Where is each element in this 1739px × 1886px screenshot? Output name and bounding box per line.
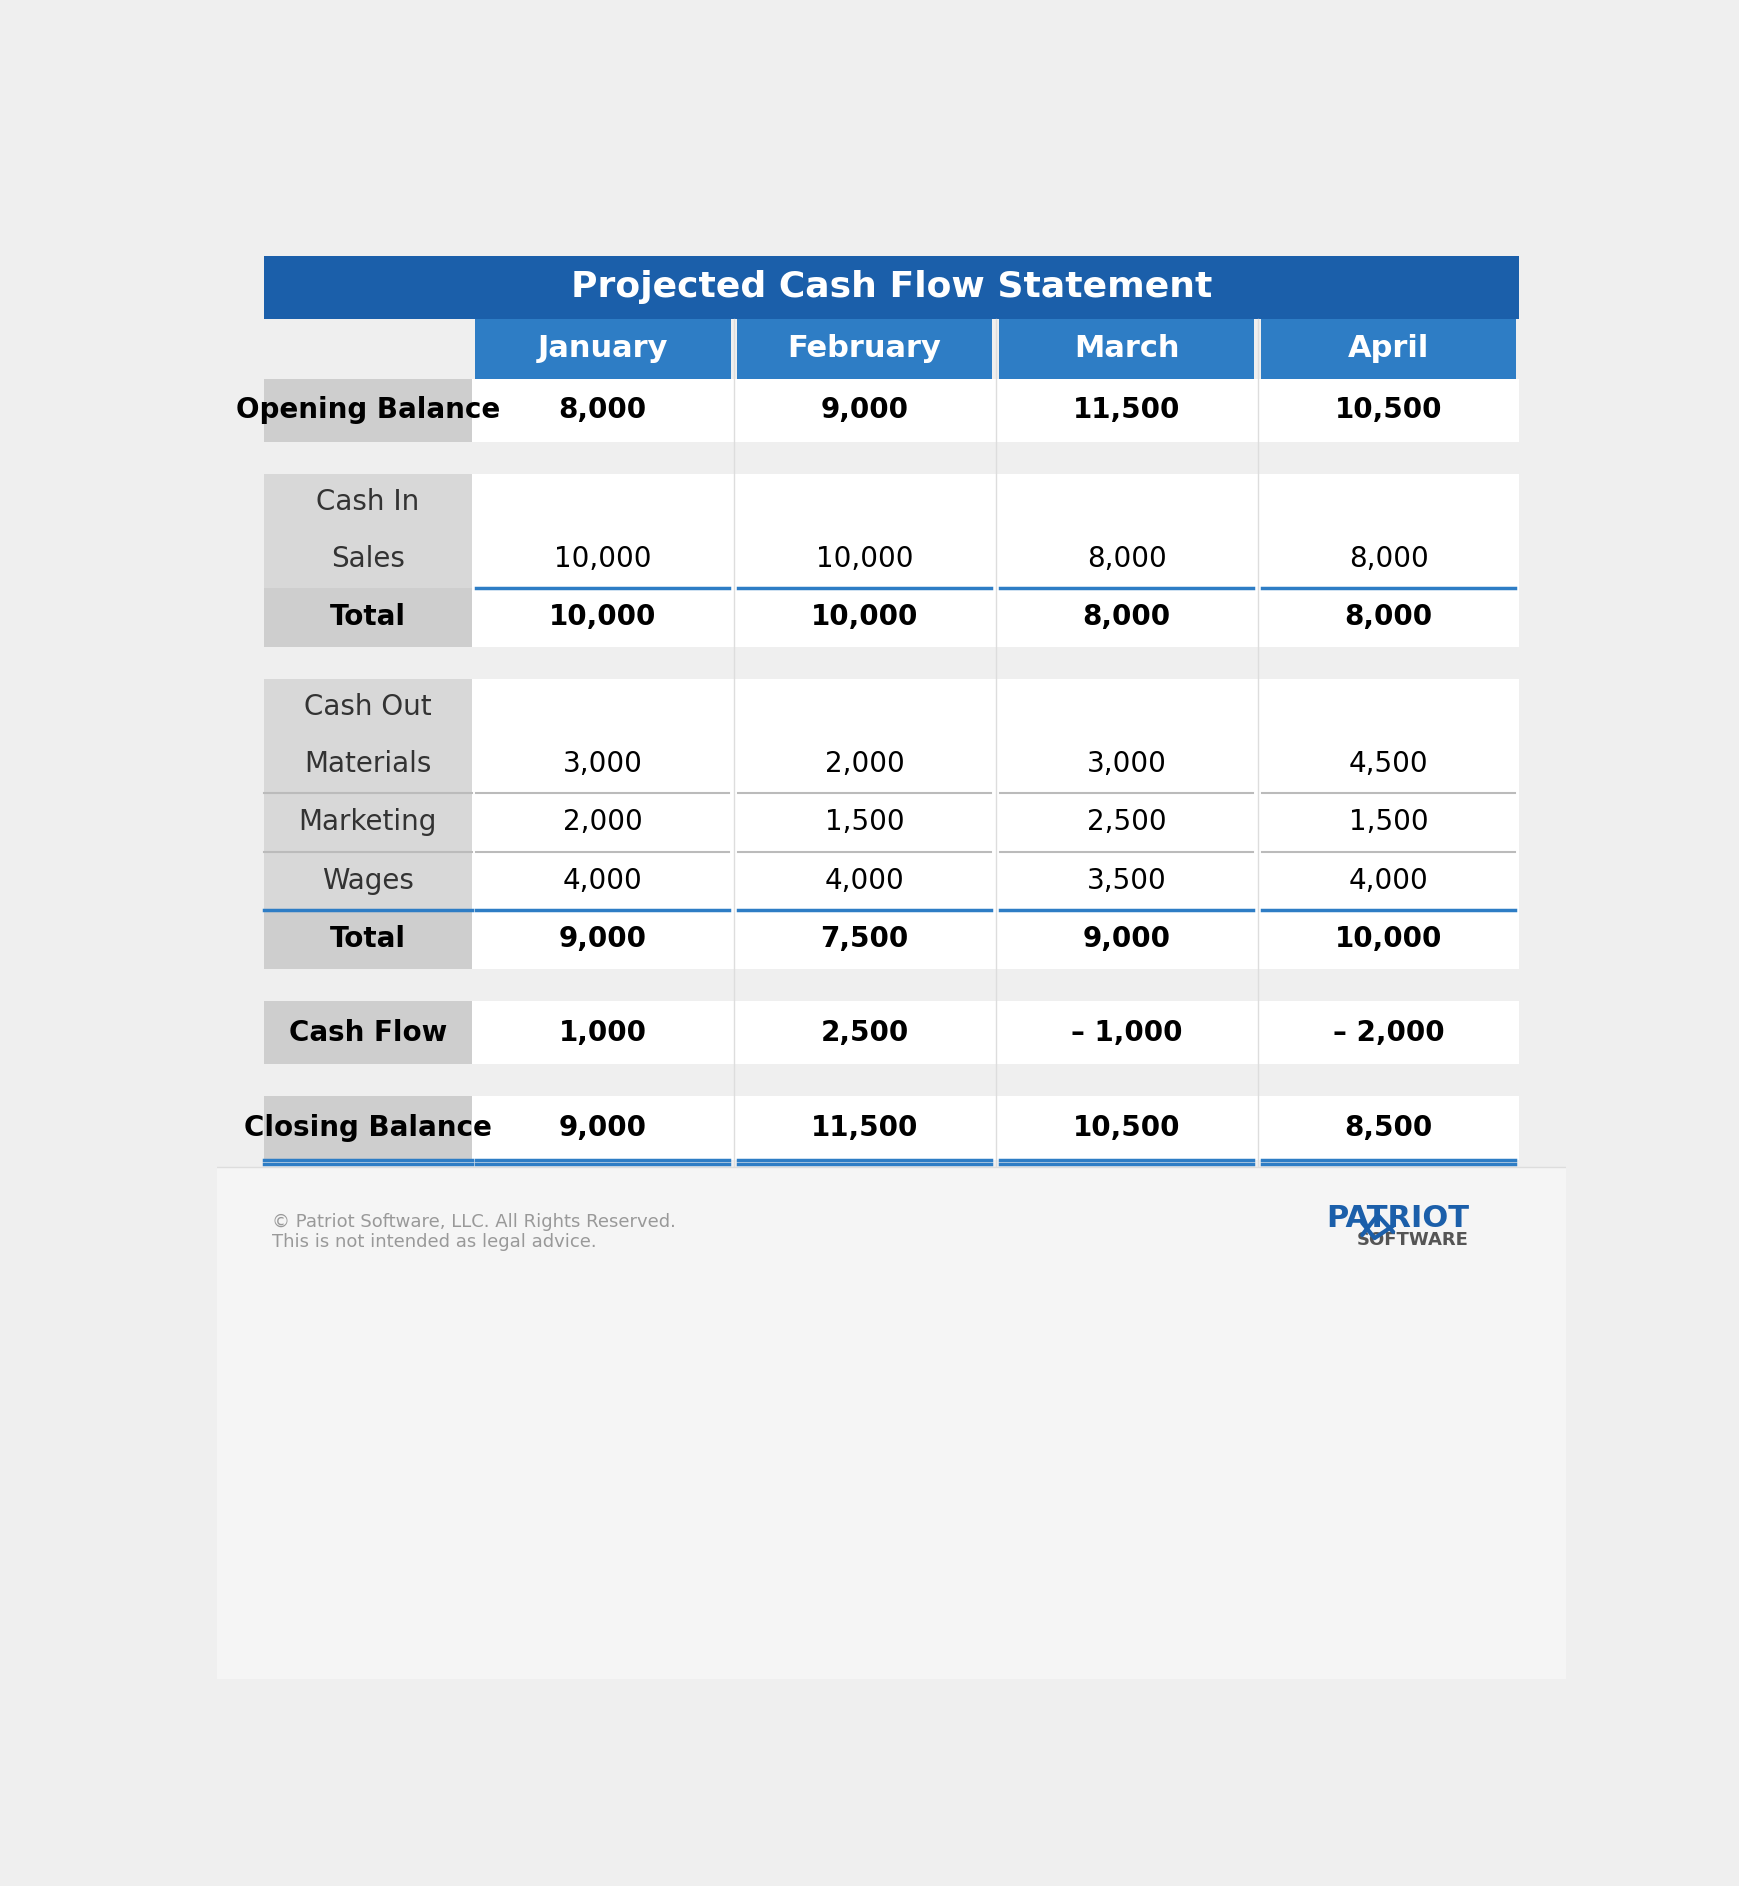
Text: – 1,000: – 1,000: [1069, 1018, 1181, 1047]
FancyBboxPatch shape: [264, 734, 471, 792]
Text: Marketing: Marketing: [299, 809, 436, 835]
FancyBboxPatch shape: [264, 441, 1518, 473]
Text: 9,000: 9,000: [821, 396, 908, 424]
FancyBboxPatch shape: [264, 969, 1518, 1001]
FancyBboxPatch shape: [264, 473, 471, 530]
Text: January: January: [537, 334, 668, 364]
FancyBboxPatch shape: [736, 319, 991, 379]
Text: 8,000: 8,000: [1082, 604, 1170, 632]
FancyBboxPatch shape: [264, 647, 1518, 679]
Text: – 2,000: – 2,000: [1332, 1018, 1443, 1047]
Text: 9,000: 9,000: [558, 1115, 647, 1143]
Text: 4,000: 4,000: [1348, 868, 1428, 894]
Text: 8,000: 8,000: [1087, 545, 1165, 573]
FancyBboxPatch shape: [264, 792, 471, 852]
FancyBboxPatch shape: [264, 588, 1518, 647]
Text: 4,000: 4,000: [824, 868, 904, 894]
FancyBboxPatch shape: [264, 530, 1518, 588]
FancyBboxPatch shape: [264, 379, 471, 441]
FancyBboxPatch shape: [264, 852, 471, 911]
Text: 3,000: 3,000: [1087, 751, 1165, 777]
Text: 4,000: 4,000: [562, 868, 642, 894]
FancyBboxPatch shape: [1261, 319, 1515, 379]
FancyBboxPatch shape: [264, 379, 1518, 441]
Text: Cash Flow: Cash Flow: [289, 1018, 447, 1047]
Text: 8,000: 8,000: [1344, 604, 1431, 632]
Text: 4,500: 4,500: [1348, 751, 1428, 777]
Text: 2,500: 2,500: [1087, 809, 1165, 835]
Text: Closing Balance: Closing Balance: [243, 1115, 492, 1143]
Text: Wages: Wages: [322, 868, 414, 894]
Text: Sales: Sales: [330, 545, 405, 573]
Text: Total: Total: [330, 926, 405, 952]
Text: 10,000: 10,000: [550, 604, 656, 632]
Text: PATRIOT: PATRIOT: [1325, 1203, 1468, 1233]
Text: This is not intended as legal advice.: This is not intended as legal advice.: [271, 1233, 596, 1252]
FancyBboxPatch shape: [264, 473, 1518, 530]
FancyBboxPatch shape: [264, 530, 471, 588]
Text: 9,000: 9,000: [1082, 926, 1170, 952]
Text: Cash Out: Cash Out: [304, 692, 431, 720]
Text: March: March: [1073, 334, 1179, 364]
Text: 1,000: 1,000: [558, 1018, 647, 1047]
Text: 1,500: 1,500: [824, 809, 904, 835]
Text: 11,500: 11,500: [810, 1115, 918, 1143]
FancyBboxPatch shape: [264, 679, 1518, 734]
FancyBboxPatch shape: [998, 319, 1254, 379]
Text: 8,000: 8,000: [558, 396, 647, 424]
Text: 3,500: 3,500: [1087, 868, 1165, 894]
FancyBboxPatch shape: [264, 256, 1518, 319]
Text: 10,000: 10,000: [553, 545, 650, 573]
FancyBboxPatch shape: [264, 588, 471, 647]
Text: 2,500: 2,500: [821, 1018, 908, 1047]
FancyBboxPatch shape: [264, 1064, 1518, 1096]
Text: Projected Cash Flow Statement: Projected Cash Flow Statement: [570, 270, 1212, 304]
Text: 2,000: 2,000: [562, 809, 642, 835]
Text: 3,000: 3,000: [562, 751, 642, 777]
FancyBboxPatch shape: [264, 679, 471, 734]
Text: 8,500: 8,500: [1344, 1115, 1431, 1143]
Text: SOFTWARE: SOFTWARE: [1356, 1232, 1468, 1249]
Text: 9,000: 9,000: [558, 926, 647, 952]
Text: Opening Balance: Opening Balance: [235, 396, 499, 424]
FancyBboxPatch shape: [264, 734, 1518, 792]
Text: 2,000: 2,000: [824, 751, 904, 777]
Text: Total: Total: [330, 604, 405, 632]
FancyBboxPatch shape: [264, 911, 1518, 969]
Text: February: February: [788, 334, 941, 364]
FancyBboxPatch shape: [264, 1001, 1518, 1064]
Text: 7,500: 7,500: [821, 926, 908, 952]
FancyBboxPatch shape: [264, 792, 1518, 852]
Text: April: April: [1348, 334, 1428, 364]
FancyBboxPatch shape: [264, 1096, 471, 1160]
FancyBboxPatch shape: [264, 911, 471, 969]
Text: 8,000: 8,000: [1348, 545, 1428, 573]
Text: 10,500: 10,500: [1073, 1115, 1179, 1143]
FancyBboxPatch shape: [264, 1001, 471, 1064]
FancyBboxPatch shape: [264, 852, 1518, 911]
Text: © Patriot Software, LLC. All Rights Reserved.: © Patriot Software, LLC. All Rights Rese…: [271, 1213, 675, 1232]
Text: 11,500: 11,500: [1073, 396, 1179, 424]
Text: Cash In: Cash In: [316, 488, 419, 517]
FancyBboxPatch shape: [217, 1167, 1565, 1679]
Text: 1,500: 1,500: [1348, 809, 1428, 835]
Text: 10,000: 10,000: [810, 604, 918, 632]
Text: 10,000: 10,000: [816, 545, 913, 573]
Text: Materials: Materials: [304, 751, 431, 777]
Text: 10,500: 10,500: [1334, 396, 1442, 424]
Text: 10,000: 10,000: [1334, 926, 1442, 952]
FancyBboxPatch shape: [264, 1096, 1518, 1160]
FancyBboxPatch shape: [475, 319, 730, 379]
